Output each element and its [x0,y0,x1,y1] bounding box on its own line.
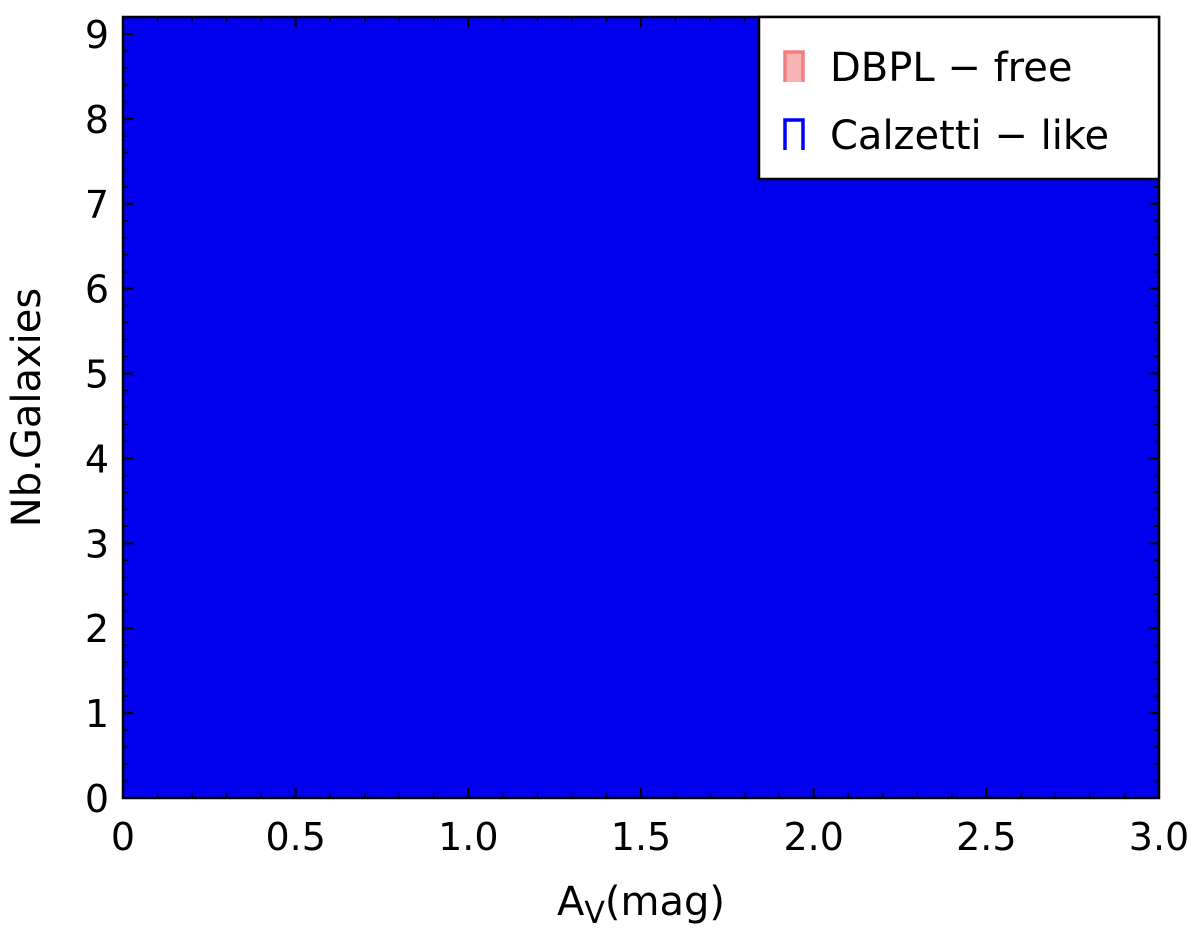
x-tick-label: 0 [111,815,135,859]
legend-swatch [783,118,805,150]
x-tick-label: 0.5 [265,815,325,859]
y-tick-label: 1 [85,692,109,736]
legend-swatch-fill [785,52,803,82]
y-tick-label: 5 [85,353,109,397]
x-axis-title-unit: (mag) [605,879,725,925]
legend-label: Calzetti − like [830,113,1109,159]
x-axis-title-main: A [557,879,585,925]
y-tick-label: 3 [85,522,109,566]
x-axis-title-subscript: V [584,896,605,931]
y-tick-label: 7 [85,183,109,227]
x-tick-label: 3.0 [1129,815,1189,859]
x-tick-label: 2.0 [783,815,843,859]
axis-ticks [122,16,1160,799]
x-tick-label: 2.5 [956,815,1016,859]
legend-box [757,15,1161,181]
legend-swatch [783,50,805,82]
y-axis-title: Nb.Galaxies [4,288,50,527]
y-tick-label: 6 [85,268,109,312]
legend: DBPL − free Calzetti − like [757,15,1161,181]
y-tick-label: 9 [85,13,109,57]
legend-label: DBPL − free [830,45,1072,91]
y-tick-label: 0 [85,777,109,821]
legend-items: DBPL − free Calzetti − like [783,45,1109,159]
y-tick-label: 4 [85,437,109,481]
y-tick-label: 2 [85,607,109,651]
x-axis-title: AV(mag) [557,879,725,931]
x-axis-tick-labels: 0 0.5 1.0 1.5 2.0 2.5 3.0 [111,815,1189,859]
x-tick-label: 1.5 [611,815,671,859]
x-tick-label: 1.0 [438,815,498,859]
y-tick-label: 8 [85,98,109,142]
y-axis-tick-labels: 0 1 2 3 4 5 6 7 8 9 [85,13,109,821]
